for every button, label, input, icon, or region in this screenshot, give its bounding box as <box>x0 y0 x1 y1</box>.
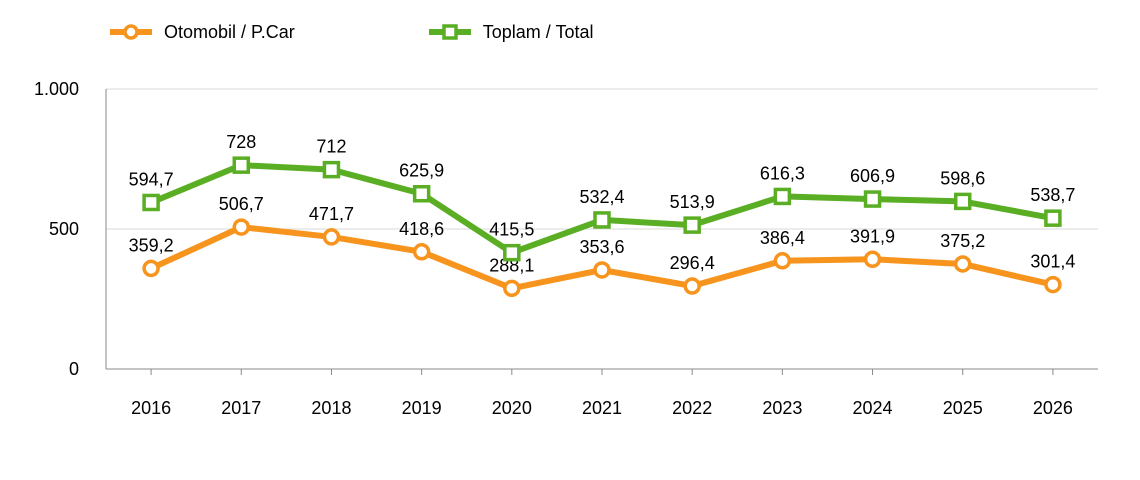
point-otomobil-2023 <box>773 252 792 270</box>
point-otomobil-2019 <box>412 243 431 261</box>
data-label-otomobil-2025: 375,2 <box>940 231 985 251</box>
x-tick-label-2023: 2023 <box>762 398 802 418</box>
data-label-otomobil-2024: 391,9 <box>850 226 895 246</box>
x-tick-label-2016: 2016 <box>131 398 171 418</box>
data-label-toplam-2021: 532,4 <box>579 187 624 207</box>
data-label-otomobil-2019: 418,6 <box>399 219 444 239</box>
point-otomobil-2024 <box>863 250 882 269</box>
point-otomobil-2022 <box>683 277 701 295</box>
point-toplam-2018 <box>322 160 341 179</box>
legend-item-toplam[interactable]: Toplam / Total <box>427 18 594 46</box>
legend-label-otomobil: Otomobil / P.Car <box>164 21 295 42</box>
x-tick-label-2017: 2017 <box>221 398 261 418</box>
point-otomobil-2026 <box>1044 275 1062 294</box>
point-otomobil-2020 <box>503 279 521 298</box>
point-otomobil-2025 <box>953 255 972 273</box>
data-label-toplam-2025: 598,6 <box>940 168 985 188</box>
data-label-toplam-2019: 625,9 <box>399 161 444 181</box>
data-label-toplam-2024: 606,9 <box>850 166 895 186</box>
y-tick-label-1: 500 <box>49 219 79 239</box>
x-tick-label-2024: 2024 <box>853 398 893 418</box>
data-label-otomobil-2022: 296,4 <box>670 253 715 273</box>
point-otomobil-2017 <box>232 218 251 236</box>
data-label-toplam-2017: 728 <box>226 132 256 152</box>
data-label-otomobil-2026: 301,4 <box>1030 252 1075 272</box>
data-label-otomobil-2017: 506,7 <box>219 194 264 214</box>
point-toplam-2016 <box>142 193 160 212</box>
data-label-toplam-2022: 513,9 <box>670 192 715 212</box>
data-label-toplam-2020: 415,5 <box>489 220 534 240</box>
point-toplam-2019 <box>412 184 431 203</box>
legend-marker-circle-icon <box>110 24 152 40</box>
point-toplam-2022 <box>683 216 701 234</box>
data-label-otomobil-2016: 359,2 <box>129 235 174 255</box>
point-otomobil-2021 <box>593 261 611 279</box>
point-toplam-2021 <box>593 211 611 229</box>
legend-item-otomobil[interactable]: Otomobil / P.Car <box>108 18 295 46</box>
x-tick-label-2025: 2025 <box>943 398 983 418</box>
x-tick-label-2019: 2019 <box>402 398 442 418</box>
y-tick-label-2: 1.000 <box>34 79 79 99</box>
point-toplam-2023 <box>773 187 792 206</box>
point-toplam-2026 <box>1044 209 1062 227</box>
x-tick-label-2021: 2021 <box>582 398 622 418</box>
point-otomobil-2016 <box>142 259 160 278</box>
x-tick-label-2018: 2018 <box>311 398 351 418</box>
legend-label-toplam: Toplam / Total <box>482 21 594 42</box>
data-label-toplam-2018: 712 <box>316 137 346 157</box>
legend-marker-square-icon <box>428 24 471 40</box>
x-tick-label-2022: 2022 <box>672 398 712 418</box>
data-label-otomobil-2018: 471,7 <box>309 204 354 224</box>
data-label-otomobil-2023: 386,4 <box>760 228 805 248</box>
data-label-toplam-2026: 538,7 <box>1030 185 1075 205</box>
x-tick-label-2020: 2020 <box>492 398 532 418</box>
point-toplam-2020 <box>503 243 521 262</box>
data-label-otomobil-2021: 353,6 <box>579 237 624 257</box>
point-toplam-2017 <box>232 156 251 174</box>
point-toplam-2024 <box>863 190 882 208</box>
data-label-toplam-2023: 616,3 <box>760 163 805 183</box>
y-tick-label-0: 0 <box>69 359 79 379</box>
data-label-toplam-2016: 594,7 <box>129 169 174 189</box>
x-tick-label-2026: 2026 <box>1033 398 1073 418</box>
point-otomobil-2018 <box>322 228 341 246</box>
chart-legend: Otomobil / P.Car Toplam / Total <box>108 18 593 46</box>
data-label-otomobil-2020: 288,1 <box>489 255 534 275</box>
point-toplam-2025 <box>953 192 972 211</box>
